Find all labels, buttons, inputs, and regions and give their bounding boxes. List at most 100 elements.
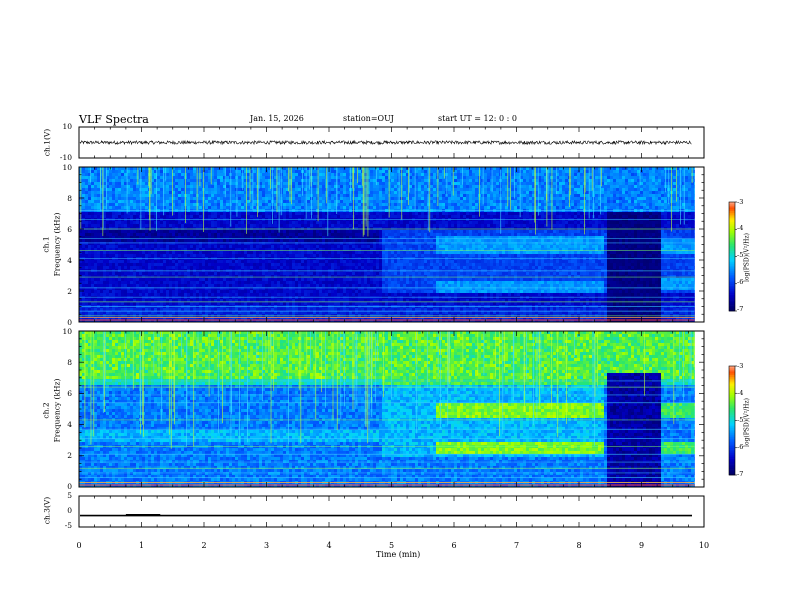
spectrogram-cell — [241, 311, 245, 315]
spectrogram-cell — [115, 212, 119, 216]
spectrogram-cell — [346, 230, 350, 234]
spectrogram-cell — [163, 194, 167, 198]
spectrogram-cell — [106, 203, 110, 207]
spectrogram-cell — [337, 278, 341, 282]
spectrogram-cell — [220, 215, 224, 219]
spectrogram-cell — [214, 320, 218, 323]
spectrogram-cell — [133, 212, 137, 216]
spectrogram-cell — [166, 251, 170, 255]
spectrogram-cell — [340, 239, 344, 243]
spectrogram-cell — [346, 221, 350, 225]
spectrogram-cell — [136, 191, 140, 195]
spectrogram-cell — [121, 308, 125, 312]
spectrogram-cell — [340, 287, 344, 291]
spectrogram-cell — [235, 278, 239, 282]
spectrogram-cell — [97, 263, 101, 267]
spectrogram-cell — [346, 296, 350, 300]
spectrogram-cell — [178, 227, 182, 231]
spectrogram-cell — [196, 236, 200, 240]
spectrogram-cell — [169, 233, 173, 237]
spectrogram-cell — [349, 311, 353, 315]
spectrogram-cell — [334, 302, 338, 306]
spectrogram-cell — [232, 251, 236, 255]
spectrogram-cell — [121, 227, 125, 231]
spectrogram-cell — [358, 299, 362, 303]
spectrogram-cell — [208, 191, 212, 195]
spectrogram-cell — [337, 317, 341, 321]
spectrogram-cell — [274, 227, 278, 231]
spectrogram-cell — [151, 224, 155, 228]
spectrogram-cell — [247, 272, 251, 276]
spectrogram-cell — [316, 281, 320, 285]
spectrogram-cell — [106, 176, 110, 180]
spectrogram-cell — [337, 203, 341, 207]
spectrogram-cell — [187, 182, 191, 186]
spectrogram-cell — [334, 284, 338, 288]
figure-title: VLF Spectra — [79, 113, 149, 126]
spectrogram-cell — [172, 272, 176, 276]
spectrogram-cell — [85, 254, 89, 258]
spectrogram-cell — [343, 230, 347, 234]
spectrogram-cell — [103, 233, 107, 237]
spectrogram-cell — [103, 317, 107, 321]
spectrogram-cell — [289, 188, 293, 192]
spectrogram-cell — [226, 224, 230, 228]
spectrogram-cell — [121, 248, 125, 252]
spectrogram-cell — [94, 251, 98, 255]
spectrogram-cell — [253, 284, 257, 288]
spectrogram-cell — [232, 236, 236, 240]
spectrogram-cell — [358, 185, 362, 189]
spectrogram-cell — [163, 272, 167, 276]
spectrogram-cell — [274, 173, 278, 177]
spectrogram-cell — [337, 260, 341, 264]
spectrogram-cell — [109, 272, 113, 276]
spectrogram-cell — [223, 230, 227, 234]
spectrogram-cell — [133, 287, 137, 291]
spectrogram-cell — [199, 182, 203, 186]
spectrogram-cell — [316, 275, 320, 279]
spectrogram-cell — [241, 284, 245, 288]
spectrogram-cell — [184, 242, 188, 246]
spectrogram-cell — [328, 263, 332, 267]
spectrogram-cell — [121, 167, 125, 171]
spectrogram-cell — [268, 260, 272, 264]
spectrogram-cell — [313, 296, 317, 300]
spectrogram-cell — [133, 167, 137, 171]
spectrogram-cell — [220, 230, 224, 234]
spectrogram-cell — [286, 311, 290, 315]
spectrogram-cell — [292, 287, 296, 291]
spectrogram-cell — [115, 248, 119, 252]
spectrogram-cell — [265, 176, 269, 180]
spectrogram-cell — [205, 173, 209, 177]
spectrogram-cell — [325, 263, 329, 267]
spectrogram-cell — [250, 191, 254, 195]
spectrogram-cell — [310, 248, 314, 252]
spectrogram-cell — [325, 311, 329, 315]
spectrogram-cell — [232, 173, 236, 177]
spectrogram-cell — [277, 266, 281, 270]
spectrogram-cell — [220, 263, 224, 267]
spectrogram-cell — [307, 230, 311, 234]
spectrogram-cell — [196, 251, 200, 255]
spectrogram-cell — [325, 287, 329, 291]
spectrogram-cell — [121, 194, 125, 198]
spectrogram-cell — [286, 284, 290, 288]
spectrogram-cell — [154, 293, 158, 297]
spectrogram-cell — [94, 320, 98, 323]
spectrogram-cell — [97, 320, 101, 323]
spectrogram-cell — [211, 272, 215, 276]
spectrogram-cell — [238, 239, 242, 243]
spectrogram-cell — [223, 239, 227, 243]
spectrogram-cell — [169, 245, 173, 249]
spectrogram-cell — [235, 254, 239, 258]
spectrogram-cell — [313, 167, 317, 171]
spectrogram-cell — [277, 182, 281, 186]
spectrogram-cell — [148, 317, 152, 321]
spectrogram-cell — [286, 302, 290, 306]
spectrogram-cell — [166, 230, 170, 234]
spectrogram-cell — [115, 182, 119, 186]
spectrogram-cell — [223, 188, 227, 192]
spectrogram-cell — [160, 302, 164, 306]
spectrogram-cell — [199, 188, 203, 192]
spectrogram-cell — [211, 281, 215, 285]
